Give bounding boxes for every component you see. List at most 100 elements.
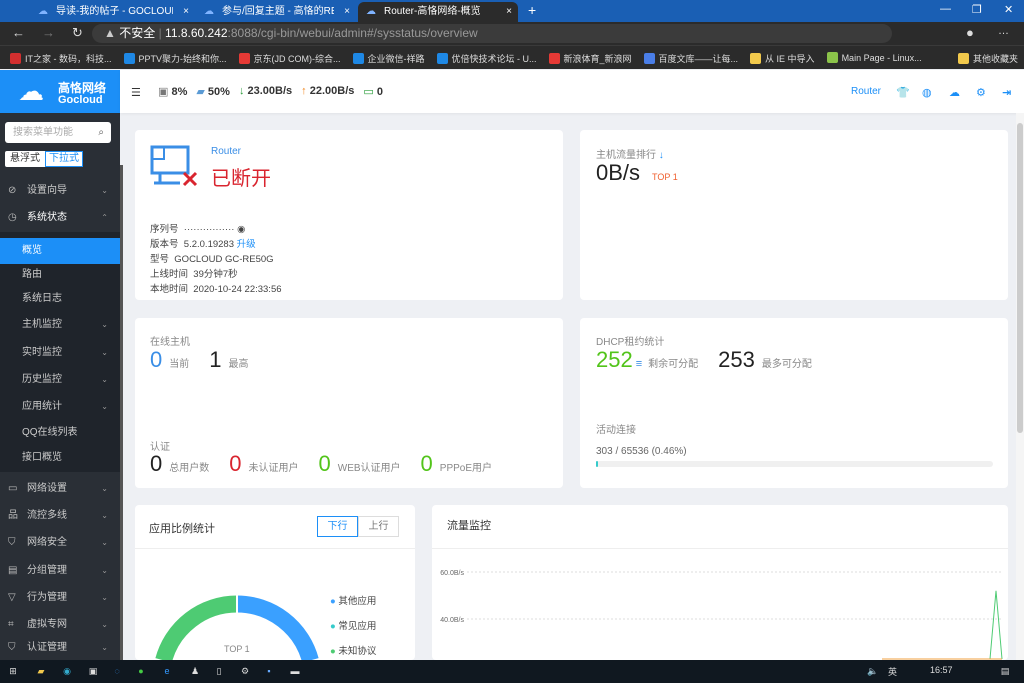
- collapse-menu-icon[interactable]: ☰: [131, 87, 141, 99]
- start-icon[interactable]: ⊞: [9, 666, 17, 676]
- cloud-upload-icon[interactable]: ☁: [949, 87, 960, 99]
- mode-float-button[interactable]: 悬浮式: [5, 151, 45, 167]
- globe-icon[interactable]: ◍: [922, 87, 932, 99]
- series-line-0: [882, 590, 1003, 660]
- vpn-icon: ⌗: [8, 619, 14, 630]
- minimize-button[interactable]: —: [940, 3, 951, 15]
- bookmark[interactable]: Main Page - Linux...: [826, 52, 922, 65]
- sidebar-subitem-history[interactable]: 历史监控 ⌄: [22, 374, 108, 385]
- sidebar-item-setup-wizard[interactable]: ⊘ 设置向导 ⌄: [0, 178, 120, 204]
- sort-down-icon[interactable]: ↓: [658, 150, 664, 161]
- memory-usage: ▰ 50%: [196, 86, 230, 98]
- browser-tab-active[interactable]: ☁ Router-高恪网络-概览 ×: [358, 2, 518, 22]
- qq-icon[interactable]: ♟: [190, 666, 200, 676]
- taskbar: ⊞ ▰ ◉ ▣ ◌ ● e ♟ ▯ ⚙ ▪ ▬ 🔈 英 16:57 ▤: [0, 660, 1024, 683]
- host-rank-card: 主机流量排行 ↓ 0B/s TOP 1: [580, 130, 1008, 300]
- sidebar-subitem-qq[interactable]: QQ在线列表: [22, 427, 78, 438]
- sidebar-scrollbar[interactable]: [120, 165, 123, 660]
- close-tab-icon[interactable]: ×: [183, 6, 189, 17]
- sidebar-item-flow[interactable]: 品流控多线 ⌄: [0, 503, 120, 529]
- close-window-button[interactable]: ✕: [1004, 4, 1014, 16]
- other-bookmarks[interactable]: 其他收藏夹: [958, 52, 1018, 65]
- online-hosts: ▭ 0: [363, 86, 383, 98]
- wechat-icon[interactable]: ●: [138, 666, 144, 676]
- bookmark[interactable]: 京东(JD COM)-综合...: [238, 52, 341, 65]
- mode-dropdown-button[interactable]: 下拉式: [45, 151, 83, 167]
- sidebar-item-network[interactable]: ▭ 网络设置 ⌄: [0, 476, 120, 502]
- bookmark[interactable]: 从 IE 中导入: [750, 52, 815, 65]
- theme-shirt-icon[interactable]: 👕: [896, 87, 910, 99]
- app-icon[interactable]: ▪: [267, 666, 271, 676]
- sidebar-item-security[interactable]: ⛉ 网络安全 ⌄: [0, 530, 120, 556]
- eye-icon[interactable]: ◉: [237, 224, 246, 235]
- notification-icon[interactable]: ▤: [1000, 666, 1010, 676]
- terminal-icon[interactable]: ▬: [290, 666, 300, 676]
- sidebar-item-auth[interactable]: ⛉ 认证管理 ⌄: [0, 636, 120, 660]
- new-tab-button[interactable]: +: [528, 2, 537, 18]
- edge-icon[interactable]: ◉: [63, 666, 71, 676]
- cloud-icon: ☁: [38, 6, 48, 17]
- sidebar-item-groups[interactable]: ▤ 分组管理 ⌄: [0, 558, 120, 584]
- sidebar-item-behavior[interactable]: ▽ 行为管理 ⌄: [0, 585, 120, 611]
- donut-slice-2[interactable]: [155, 595, 238, 660]
- profile-avatar[interactable]: ●: [966, 25, 974, 40]
- sidebar-subitem-overview[interactable]: 概览: [0, 238, 120, 264]
- file-explorer-icon[interactable]: ▰: [37, 666, 45, 676]
- forward-icon[interactable]: →: [42, 25, 55, 40]
- arrow-down-icon: ↓: [238, 85, 245, 97]
- group-icon: ▤: [8, 565, 18, 576]
- clock[interactable]: 16:57: [930, 665, 953, 675]
- bookmark[interactable]: IT之家 - 数码，科技...: [10, 52, 112, 65]
- upgrade-link[interactable]: 升级: [236, 239, 256, 250]
- browser-tab-bar: ☁导读-我的帖子 - GOCLOUD高恪网× ☁参与/回复主题 - 高恪的RE5…: [0, 0, 1024, 22]
- sidebar-item-system-status[interactable]: ◷ 系统状态 ⌃: [0, 205, 120, 231]
- settings-icon[interactable]: ⚙: [240, 666, 250, 676]
- top-badge: TOP 1: [652, 172, 678, 182]
- browser-tab[interactable]: ☁参与/回复主题 - 高恪的RE50G实×: [196, 2, 356, 22]
- tab-downstream[interactable]: 下行: [317, 516, 358, 537]
- donut-chart: [155, 595, 319, 660]
- ime-indicator[interactable]: 英: [888, 667, 898, 677]
- reload-icon[interactable]: ↻: [72, 25, 83, 40]
- calculator-icon[interactable]: ▯: [216, 666, 222, 676]
- ie-icon[interactable]: e: [164, 666, 170, 676]
- donut-slice-0[interactable]: [236, 595, 319, 660]
- bookmark[interactable]: PPTV聚力-始终和你...: [123, 52, 227, 65]
- close-tab-icon[interactable]: ×: [344, 6, 350, 17]
- sidebar-subitem-realtime[interactable]: 实时监控 ⌄: [22, 347, 108, 358]
- y-tick-label: 60.0B/s: [440, 570, 464, 577]
- page-scrollbar[interactable]: [1016, 113, 1024, 660]
- search-app-icon[interactable]: ◌: [114, 666, 120, 676]
- sidebar-subitem-host-monitor[interactable]: 主机监控 ⌄: [22, 319, 108, 330]
- sidebar-item-vpn[interactable]: ⌗ 虚拟专网 ⌄: [0, 612, 120, 638]
- sidebar-subitem-syslog[interactable]: 系统日志: [22, 293, 62, 304]
- list-icon[interactable]: ≡: [635, 358, 643, 370]
- url-input[interactable]: ▲ 不安全 | 11.8.60.242:8088/cgi-bin/webui/a…: [92, 24, 892, 43]
- bookmark[interactable]: 企业微信-祥路: [352, 52, 425, 65]
- close-tab-icon[interactable]: ×: [506, 6, 512, 17]
- sidebar-subitem-interfaces[interactable]: 接口概览: [22, 452, 62, 463]
- bookmark[interactable]: 新浪体育_新浪网: [548, 52, 632, 65]
- bookmarks-bar: IT之家 - 数码，科技... PPTV聚力-始终和你... 京东(JD COM…: [0, 45, 1024, 69]
- volume-icon[interactable]: 🔈: [867, 666, 879, 676]
- bookmark[interactable]: 优倍快技术论坛 - U...: [436, 52, 537, 65]
- app-ratio-card: 应用比例统计 下行 上行 TOP 1 ● 其他应用 ● 常见应用 ● 未知协议: [135, 505, 415, 660]
- logout-icon[interactable]: ⇥: [1002, 87, 1012, 99]
- sidebar-subitem-app-stats[interactable]: 应用统计 ⌄: [22, 401, 108, 412]
- bookmark[interactable]: 百度文库——让每...: [643, 52, 738, 65]
- router-link[interactable]: Router: [851, 86, 882, 97]
- tab-upstream[interactable]: 上行: [358, 516, 399, 537]
- traffic-monitor-card: 流量监控 60.0B/s 40.0B/s: [432, 505, 1008, 660]
- gear-icon[interactable]: ⚙: [976, 87, 986, 99]
- store-icon[interactable]: ▣: [88, 666, 98, 676]
- more-icon[interactable]: …: [998, 25, 1009, 37]
- back-icon[interactable]: ←: [12, 25, 25, 40]
- menu-search-input[interactable]: 搜索菜单功能 ⌕: [5, 122, 111, 143]
- filter-icon: ▽: [8, 592, 16, 603]
- device-info: 序列号 ················ ◉ 版本号 5.2.0.19283 升…: [150, 224, 282, 295]
- sidebar-subitem-route[interactable]: 路由: [22, 269, 42, 280]
- restore-button[interactable]: ❐: [972, 4, 982, 16]
- gauge-icon: ◷: [8, 212, 17, 223]
- browser-tab[interactable]: ☁导读-我的帖子 - GOCLOUD高恪网×: [30, 2, 195, 22]
